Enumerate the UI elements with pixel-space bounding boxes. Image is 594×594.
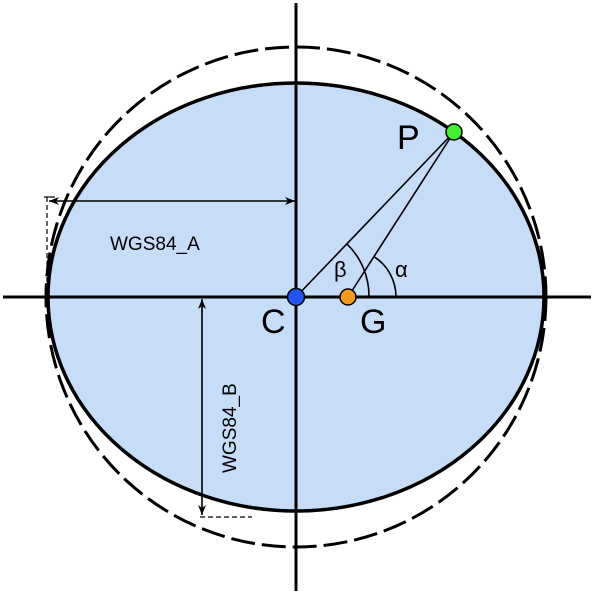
point-g-label: G [360, 303, 386, 341]
point-g [339, 288, 357, 306]
line-c-to-p [295, 131, 455, 298]
angle-label-beta: β [334, 257, 347, 282]
point-c [286, 287, 306, 307]
semi-major-label: WGS84_A [110, 234, 200, 255]
point-p-label: P [397, 119, 420, 157]
angle-arc-alpha [373, 255, 397, 298]
point-c-label: C [261, 303, 286, 341]
angle-label-alpha: α [395, 257, 408, 282]
point-p [445, 123, 463, 141]
angle-arc-beta [346, 243, 370, 298]
semi-minor-label: WGS84_B [220, 383, 241, 473]
line-g-to-p [347, 131, 455, 298]
